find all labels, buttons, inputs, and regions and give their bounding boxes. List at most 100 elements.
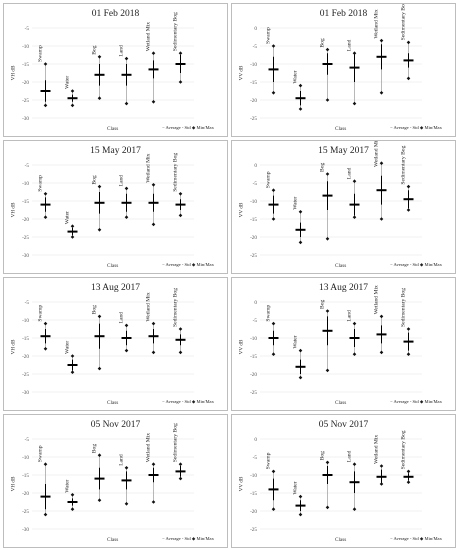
x-axis-label: Class [335, 126, 347, 132]
chart-title: 13 Aug 2017 [90, 283, 141, 293]
legend-std: - Std [409, 399, 420, 404]
legend-minmax: ◆ Min/Max [419, 536, 442, 541]
chart-panel: 13 Aug 2017 -5 -10 -15 -20 -25 -30 Swamp Water Bo… [3, 277, 228, 411]
min-marker [178, 213, 183, 218]
category-label: Land [347, 40, 353, 52]
y-tick-label: -10 [250, 199, 257, 205]
x-axis-label: Class [335, 263, 347, 269]
y-tick-label: 0 [254, 163, 257, 169]
max-marker [298, 83, 303, 88]
category-label: Water [65, 479, 71, 492]
category-label: Bog [92, 444, 98, 454]
y-tick-label: -5 [253, 455, 258, 461]
legend-std: - Std [409, 536, 420, 541]
chart-title: 05 Nov 2017 [90, 420, 141, 430]
y-tick-label: -15 [250, 80, 257, 86]
min-marker [124, 502, 129, 506]
min-marker [124, 101, 129, 106]
chart-plot: -5 -10 -15 -20 -25 -30 Swamp Water Bog Land Wetlan… [22, 288, 194, 396]
chart-title: 13 Aug 2017 [318, 283, 369, 293]
min-marker [43, 512, 48, 517]
chart-legend: − Average - Std ◆ Min/Max [162, 399, 214, 405]
chart-panel: 05 Nov 2017 -5 -10 -15 -20 -25 -30 Swamp Water Bo… [3, 414, 228, 548]
y-tick-label: -30 [22, 116, 29, 122]
category-label: Swamp [38, 305, 44, 322]
y-tick-label: -5 [253, 181, 258, 187]
max-marker [178, 462, 183, 466]
category-label: Water [293, 481, 299, 494]
min-marker [352, 507, 357, 511]
min-marker [298, 375, 303, 380]
category-label: Swamp [266, 452, 272, 469]
min-marker [271, 352, 276, 356]
legend-average: − Average [162, 262, 182, 267]
max-marker [124, 323, 129, 328]
category-label: Swamp [38, 45, 44, 62]
chart-panel: 01 Feb 2018 0 -5 -10 -15 -20 -25 Swamp Water Bog L… [231, 3, 456, 137]
max-marker [325, 172, 330, 176]
y-tick-label: -10 [250, 62, 257, 68]
category-label: Land [347, 451, 353, 463]
category-label: Wetland Mix [146, 433, 152, 462]
category-label: Sedimentary Bog [401, 4, 407, 40]
category-label: Swamp [266, 305, 272, 322]
chart-plot: 0 -5 -10 -15 -20 -25 Swamp Water Bog Land Wetland … [250, 141, 422, 259]
category-label: Land [347, 310, 353, 322]
legend-average: − Average [390, 262, 410, 267]
max-marker [124, 186, 129, 191]
min-marker [151, 350, 156, 355]
y-tick-label: -5 [25, 26, 30, 32]
category-label: Sedimentary Bog [173, 153, 179, 192]
category-label: Land [119, 45, 125, 57]
min-marker [352, 101, 357, 106]
category-label: Swamp [266, 27, 272, 44]
y-tick-label: -20 [22, 80, 29, 86]
chart-plot: -5 -10 -15 -20 -25 -30 Swamp Water Bog Land Wetlan… [22, 12, 194, 122]
x-axis-label: Class [107, 400, 119, 406]
chart-panel: 01 Feb 2018 -5 -10 -15 -20 -25 -30 Swamp Water Bo… [3, 3, 228, 137]
max-marker [70, 89, 75, 93]
category-label: Bog [92, 175, 98, 185]
y-tick-label: -25 [22, 98, 29, 104]
category-label: Wetland Mix [374, 285, 380, 314]
y-axis-label: VH dB [10, 339, 17, 355]
legend-std: - Std [181, 399, 192, 404]
min-marker [43, 215, 48, 219]
min-marker [406, 352, 411, 356]
min-marker [271, 91, 276, 95]
y-tick-label: -5 [25, 300, 30, 306]
max-marker [325, 309, 330, 313]
y-tick-label: -5 [253, 44, 258, 50]
category-label: Land [347, 168, 353, 180]
min-marker [325, 237, 330, 241]
y-tick-label: -15 [250, 217, 257, 223]
category-label: Land [119, 175, 125, 187]
category-label: Bog [320, 451, 326, 461]
max-marker [298, 348, 303, 353]
min-marker [271, 217, 276, 221]
chart-panel: 15 May 2017 0 -5 -10 -15 -20 -25 Swamp Water Bog L… [231, 140, 456, 274]
max-marker [151, 321, 156, 326]
max-marker [325, 47, 330, 52]
max-marker [97, 453, 102, 457]
y-tick-label: -10 [22, 318, 29, 324]
y-tick-label: -5 [25, 163, 30, 169]
category-label: Sedimentary Bog [401, 288, 407, 327]
max-marker [406, 469, 411, 474]
category-label: Swamp [38, 445, 44, 462]
y-tick-label: -20 [22, 491, 29, 497]
chart-plot: -5 -10 -15 -20 -25 -30 Swamp Water Bog Land Wetlan… [22, 423, 194, 533]
min-marker [298, 240, 303, 245]
y-tick-label: -20 [250, 509, 257, 515]
max-marker [151, 51, 156, 55]
y-tick-label: -25 [22, 509, 29, 515]
chart-panel: 13 Aug 2017 0 -5 -10 -15 -20 -25 Swamp Water Bog L… [231, 277, 456, 411]
legend-minmax: ◆ Min/Max [191, 125, 214, 130]
legend-minmax: ◆ Min/Max [419, 262, 442, 267]
max-marker [178, 51, 183, 55]
min-marker [151, 500, 156, 504]
y-tick-label: -25 [250, 527, 257, 533]
max-marker [406, 327, 411, 331]
category-label: Water [293, 335, 299, 348]
category-label: Wetland Mix [146, 153, 152, 182]
